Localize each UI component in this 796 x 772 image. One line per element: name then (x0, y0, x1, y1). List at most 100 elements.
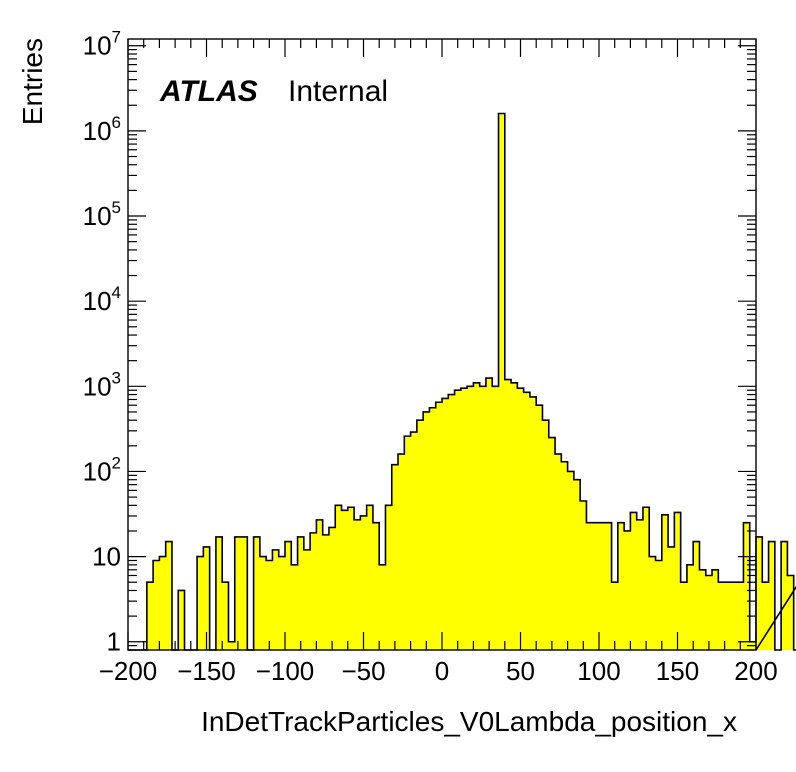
histogram-bar (504, 379, 512, 650)
histogram-bar (485, 378, 493, 650)
internal-label: Internal (288, 75, 388, 108)
histogram-bar (272, 549, 280, 650)
y-tick-label: 10 (92, 542, 121, 572)
histogram-bar (674, 512, 681, 650)
histogram-bar (498, 113, 506, 650)
histogram-bar (297, 536, 305, 650)
histogram-bar (661, 514, 669, 650)
histogram-bar (756, 536, 763, 650)
histogram-bar (580, 500, 587, 650)
histogram-bar (467, 386, 474, 650)
histogram-bar (787, 575, 794, 650)
x-tick-label: 50 (506, 656, 535, 686)
histogram-bar (197, 556, 204, 650)
histogram-bar (335, 505, 342, 650)
histogram-bar (705, 575, 713, 650)
histogram-bar (599, 522, 606, 650)
histogram-bar (153, 560, 160, 650)
histogram-bar (555, 454, 562, 650)
histogram-bar (165, 541, 173, 650)
histogram-bar (423, 411, 430, 650)
x-axis-title: InDetTrackParticles_V0Lambda_position_x (201, 706, 737, 737)
histogram-bar (737, 582, 744, 650)
y-tick-label: 107 (83, 28, 121, 61)
histogram-bar (398, 454, 405, 650)
histogram-bar (592, 522, 600, 650)
labels: ATLAS Internal InDetTrackParticles_V0Lam… (17, 38, 737, 737)
histogram-bar (529, 396, 537, 650)
histogram-bar (460, 388, 468, 650)
histogram-bar (222, 582, 229, 650)
histogram-bar (360, 515, 367, 650)
histogram-bar (693, 541, 700, 650)
y-tick-label: 103 (83, 368, 121, 401)
histogram-bar (762, 582, 769, 650)
histogram-bar (479, 386, 487, 650)
histogram-bar (146, 582, 154, 650)
histogram-bar (372, 522, 380, 650)
histogram-bar (586, 522, 594, 650)
histogram-bar (228, 641, 236, 650)
axes: −200 −150 −100 −50 0 50 100 150 200 1 10 102 103 104 1… (83, 28, 778, 686)
histogram-bar (328, 527, 336, 650)
histogram-bar (624, 530, 631, 650)
histogram-bar (655, 560, 663, 650)
histogram-bar (259, 556, 267, 650)
histogram-bar (429, 407, 437, 650)
histogram-bar (642, 507, 650, 650)
histogram-bar (234, 536, 242, 650)
histogram-bar (781, 541, 788, 650)
histogram-bar (473, 382, 480, 650)
histogram-bar (178, 590, 185, 650)
histogram-bar (303, 549, 311, 650)
atlas-label: ATLAS (159, 75, 258, 108)
x-tick-label: 100 (577, 656, 620, 686)
histogram-bar (253, 536, 261, 650)
x-tick-label: −200 (99, 656, 158, 686)
histogram-bar (278, 556, 286, 650)
histogram-bar (649, 556, 656, 650)
histogram-bar (561, 461, 568, 650)
histogram-bar (523, 392, 531, 650)
histogram-bar (611, 582, 619, 650)
x-tick-label: 200 (734, 656, 777, 686)
histogram-bar (310, 532, 317, 650)
histogram-bar (454, 390, 462, 650)
y-tick-label: 1 (107, 627, 121, 657)
histogram-bar (391, 464, 399, 650)
x-tick-label: −100 (256, 656, 315, 686)
histogram-bar (347, 507, 355, 650)
histogram-bar (630, 512, 637, 650)
histogram-bar (354, 519, 361, 650)
histogram-bar (668, 546, 675, 650)
histogram-bar (241, 536, 248, 650)
histogram-bar (730, 582, 738, 650)
histogram-bar (567, 471, 575, 650)
x-tick-label: −150 (177, 656, 236, 686)
histogram-bar (404, 436, 411, 650)
histogram-bar (636, 519, 644, 650)
histogram-layer (128, 112, 796, 651)
histogram-bar (492, 386, 499, 650)
histogram-bar (548, 437, 556, 650)
histogram-bar (410, 432, 418, 650)
histogram-bar (435, 402, 443, 650)
histogram-bar (341, 510, 349, 650)
histogram-bar (536, 405, 543, 650)
y-tick-label: 105 (83, 198, 121, 231)
x-tick-label: −50 (341, 656, 385, 686)
histogram-bar (686, 564, 694, 650)
y-axis-title: Entries (17, 38, 48, 125)
histogram-bar (416, 420, 424, 650)
histogram-bar (712, 569, 719, 650)
y-tick-label: 102 (83, 453, 121, 486)
y-tick-label: 106 (83, 113, 121, 146)
histogram-bar (517, 388, 524, 650)
histogram-bar (743, 522, 751, 650)
histogram-bar (266, 560, 273, 650)
histogram-bar (203, 546, 210, 650)
histogram-bar (316, 519, 323, 650)
histogram-outline (128, 112, 796, 651)
histogram-bar (768, 541, 776, 650)
